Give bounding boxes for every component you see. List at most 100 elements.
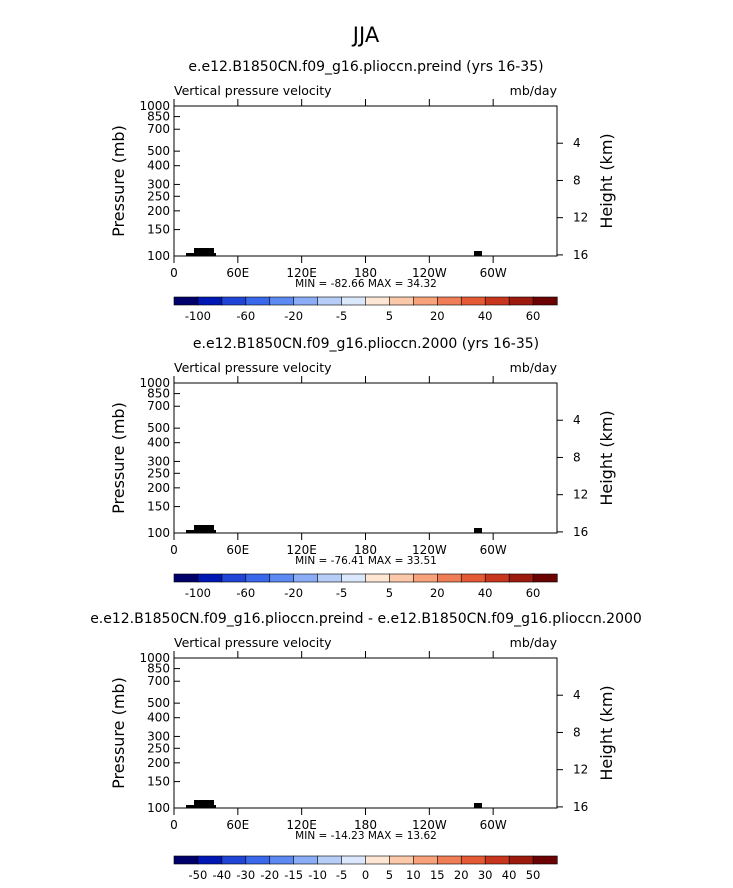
colorbar-label: -30 xyxy=(236,868,255,882)
colorbar-label: 5 xyxy=(386,586,393,600)
colorbar-swatch xyxy=(389,296,414,306)
colorbar-swatch xyxy=(317,573,343,583)
y-axis-title: Pressure (mb) xyxy=(109,677,128,789)
y-tick-label: 850 xyxy=(147,110,170,124)
x-tick-label: 120W xyxy=(412,266,447,280)
colorbar-swatch xyxy=(221,573,247,583)
colorbar-swatch xyxy=(317,296,343,306)
x-tick-label: 180 xyxy=(354,543,377,557)
y-axis-title: Pressure (mb) xyxy=(109,125,128,237)
x-tick-label: 60E xyxy=(226,543,249,557)
colorbar-swatch xyxy=(173,296,199,306)
colorbar-swatch xyxy=(437,855,462,865)
colorbar: -100 -60 -20 -5 5 20 40 60 xyxy=(173,573,558,600)
colorbar-swatch xyxy=(269,855,295,865)
colorbar-label: -60 xyxy=(236,586,255,600)
y-tick-label: 500 xyxy=(147,144,170,158)
y-axis-title: Pressure (mb) xyxy=(109,402,128,514)
colorbar-label: 40 xyxy=(478,309,493,323)
colorbar-label: 20 xyxy=(430,309,445,323)
colorbar-swatch xyxy=(389,573,414,583)
colorbar-label: -40 xyxy=(212,868,231,882)
colorbar-swatch xyxy=(245,296,271,306)
colorbar-swatch xyxy=(317,855,343,865)
x-tick-label: 0 xyxy=(170,818,178,832)
colorbar-swatch xyxy=(389,855,414,865)
x-tick-label: 180 xyxy=(354,266,377,280)
colorbar-swatch xyxy=(197,573,223,583)
y-tick-label: 500 xyxy=(147,696,170,710)
colorbar-label: 40 xyxy=(478,586,493,600)
y-tick-label: 300 xyxy=(147,177,170,191)
colorbar-swatch xyxy=(221,855,247,865)
y-tick-label: 250 xyxy=(147,466,170,480)
colorbar-swatch xyxy=(484,573,510,583)
colorbar-label: 5 xyxy=(386,868,393,882)
colorbar-label: -5 xyxy=(336,586,347,600)
x-tick-label: 180 xyxy=(354,818,377,832)
colorbar-swatch xyxy=(173,573,199,583)
y-tick-label: 1000 xyxy=(139,376,170,390)
colorbar-swatch xyxy=(484,296,510,306)
colorbar-swatch xyxy=(365,855,391,865)
y-tick-label: 200 xyxy=(147,481,170,495)
colorbar-label: -20 xyxy=(260,868,279,882)
y-tick-label: 150 xyxy=(147,223,170,237)
x-tick-label: 60W xyxy=(480,543,507,557)
y-right-tick-label: 4 xyxy=(573,413,581,427)
colorbar-swatch xyxy=(508,573,534,583)
colorbar-label: 5 xyxy=(386,309,393,323)
units-label: mb/day xyxy=(510,83,558,98)
y-right-axis-title: Height (km) xyxy=(597,685,616,780)
colorbar-swatch xyxy=(245,855,271,865)
colorbar-swatch xyxy=(413,296,438,306)
colorbar-label: 20 xyxy=(430,586,445,600)
y-tick-label: 850 xyxy=(147,662,170,676)
panel-title: e.e12.B1850CN.f09_g16.plioccn.2000 (yrs … xyxy=(193,336,539,352)
colorbar: -100 -60 -20 -5 5 20 40 60 xyxy=(173,296,558,323)
field-label: Vertical pressure velocity xyxy=(174,360,332,375)
panel-1: e.e12.B1850CN.f09_g16.plioccn.preind (yr… xyxy=(109,59,616,323)
colorbar-swatch xyxy=(413,573,438,583)
colorbar-swatch xyxy=(197,855,223,865)
colorbar-swatch xyxy=(293,855,319,865)
colorbar-swatch xyxy=(269,573,295,583)
colorbar-swatch xyxy=(460,296,486,306)
y-tick-label: 700 xyxy=(147,122,170,136)
y-right-tick-label: 16 xyxy=(573,248,588,262)
topography xyxy=(474,528,482,533)
colorbar-swatch xyxy=(341,855,367,865)
colorbar-swatch xyxy=(173,855,199,865)
x-tick-label: 120E xyxy=(286,266,317,280)
plot-frame xyxy=(173,105,558,257)
panel-2: e.e12.B1850CN.f09_g16.plioccn.2000 (yrs … xyxy=(109,336,616,600)
y-tick-label: 400 xyxy=(147,436,170,450)
colorbar-label: -5 xyxy=(336,868,347,882)
y-right-axis-title: Height (km) xyxy=(597,410,616,505)
y-tick-label: 200 xyxy=(147,756,170,770)
colorbar-swatch xyxy=(245,573,271,583)
colorbar-swatch xyxy=(341,296,367,306)
y-tick-label: 850 xyxy=(147,387,170,401)
x-tick-label: 0 xyxy=(170,543,178,557)
y-right-tick-label: 8 xyxy=(573,450,581,464)
colorbar-swatch xyxy=(413,855,438,865)
colorbar-label: -60 xyxy=(236,309,255,323)
field-label: Vertical pressure velocity xyxy=(174,635,332,650)
colorbar-swatch xyxy=(365,573,391,583)
min-max-stats: MIN = -14.23 MAX = 13.62 xyxy=(295,830,437,842)
y-tick-label: 700 xyxy=(147,399,170,413)
plot-frame xyxy=(173,382,558,534)
colorbar-swatch xyxy=(341,573,367,583)
units-label: mb/day xyxy=(510,360,558,375)
y-tick-label: 500 xyxy=(147,421,170,435)
y-right-tick-label: 4 xyxy=(573,688,581,702)
min-max-stats: MIN = -76.41 MAX = 33.51 xyxy=(295,555,437,567)
colorbar-label: 0 xyxy=(362,868,369,882)
y-tick-label: 250 xyxy=(147,189,170,203)
colorbar-label: 60 xyxy=(526,586,541,600)
y-tick-label: 700 xyxy=(147,674,170,688)
colorbar-swatch xyxy=(460,573,486,583)
colorbar-label: -100 xyxy=(185,586,211,600)
